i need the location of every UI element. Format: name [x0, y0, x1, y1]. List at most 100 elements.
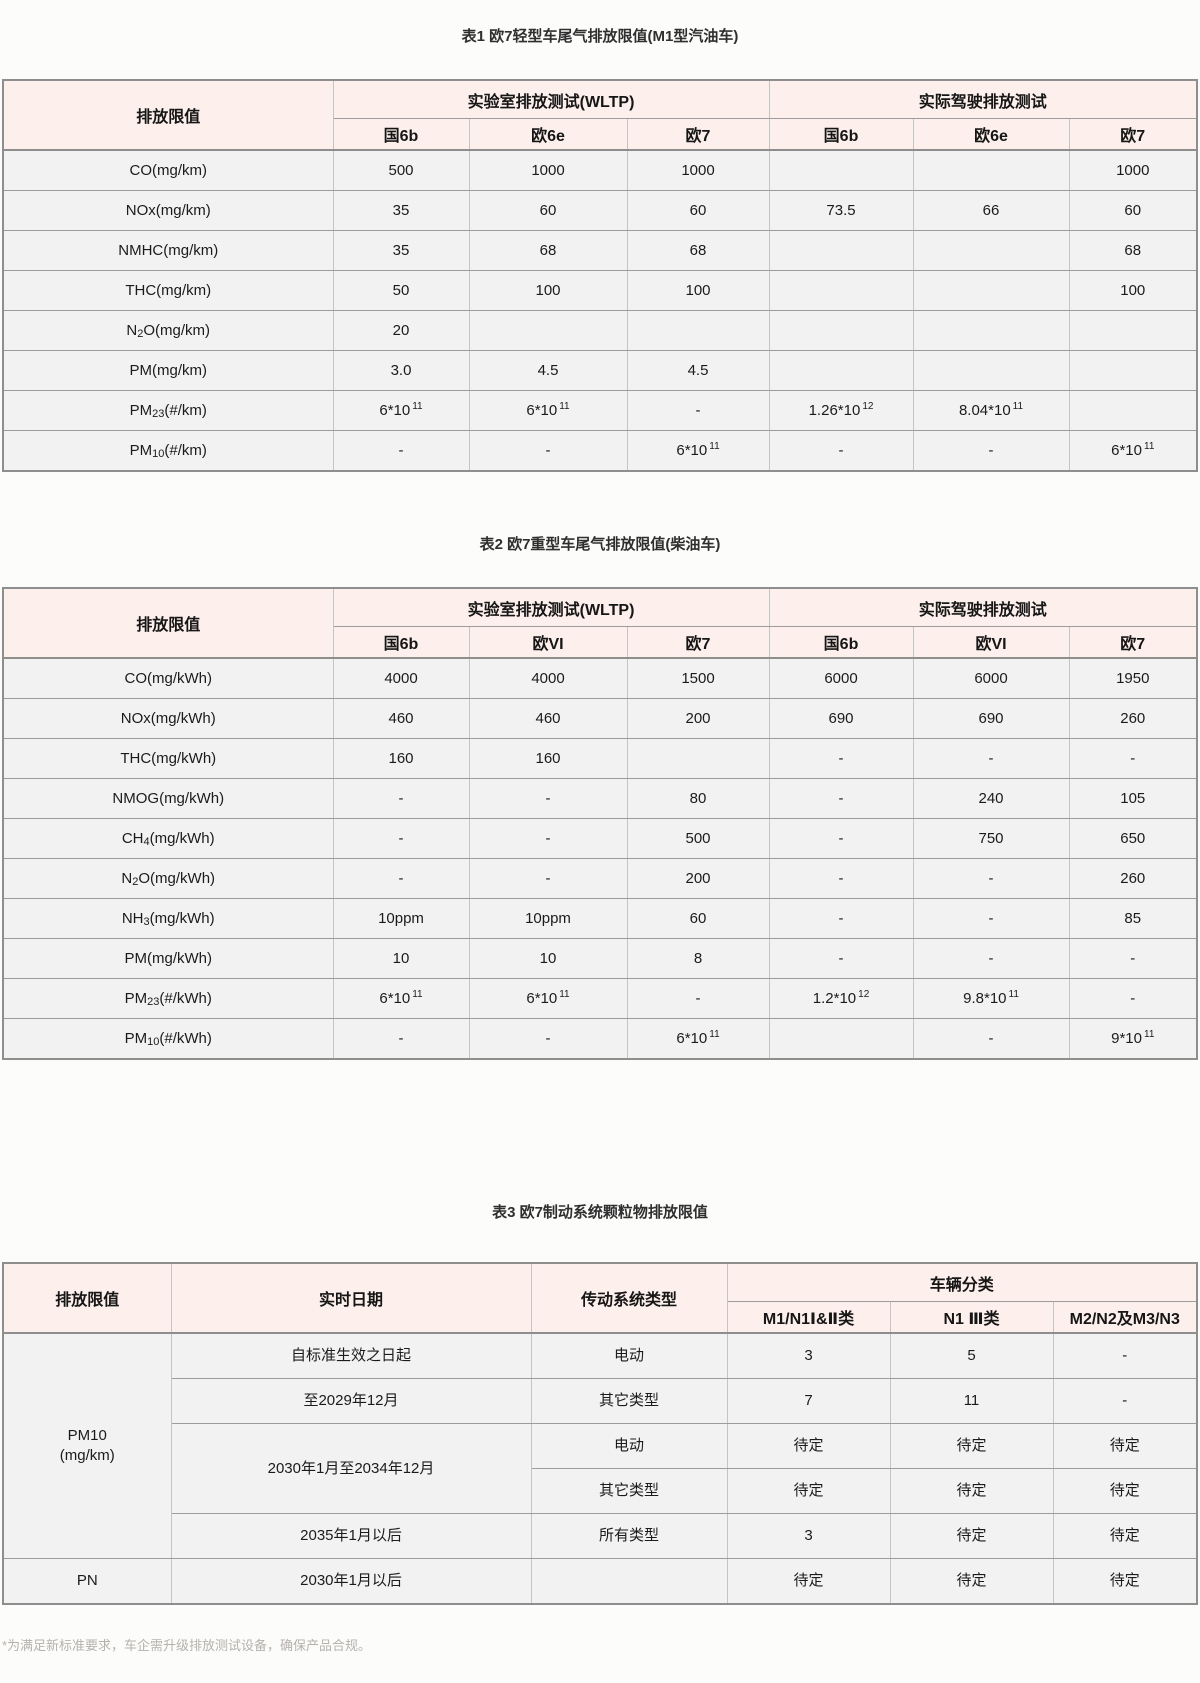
value-cell: 650	[1068, 818, 1198, 859]
value-cell: 待定	[889, 1558, 1054, 1605]
row-label: NMHC(mg/km)	[2, 230, 334, 271]
value-cell	[912, 270, 1070, 311]
value-cell: PN	[2, 1558, 172, 1605]
value-cell	[768, 230, 914, 271]
value-cell: 260	[1068, 858, 1198, 899]
row-label: PM23(#/kWh)	[2, 978, 334, 1019]
value-cell: 3	[726, 1332, 891, 1379]
row-label: PM10(#/km)	[2, 430, 334, 472]
table-row: NH3(mg/kWh) 10ppm 10ppm 60- -85	[2, 898, 1198, 939]
table-row: PN 2030年1月以后 待定 待定 待定	[2, 1558, 1198, 1605]
value-cell: 1950	[1068, 657, 1198, 699]
value-cell: 5	[889, 1332, 1054, 1379]
value-cell: 9*10 11	[1068, 1018, 1198, 1060]
value-cell: -	[912, 938, 1070, 979]
row-label: PM23(#/km)	[2, 390, 334, 431]
row-label: THC(mg/kWh)	[2, 738, 334, 779]
value-cell: -	[768, 738, 914, 779]
value-cell: 待定	[889, 1423, 1054, 1469]
value-cell	[912, 310, 1070, 351]
table-row: 至2029年12月 其它类型 7 11-	[3, 1378, 1198, 1424]
value-cell: 690	[768, 698, 914, 739]
column-header: 国6b	[332, 118, 470, 151]
table-header-row: 排放限值 实验室排放测试(WLTP) 实际驾驶排放测试	[2, 587, 1198, 659]
table-header-row: 排放限值 实时日期 传动系统类型 车辆分类	[2, 1262, 1198, 1334]
column-header: 欧7	[1068, 626, 1198, 659]
table1-light-vehicle-limits: 排放限值 实验室排放测试(WLTP) 实际驾驶排放测试 国6b 欧6e 欧7 国…	[2, 79, 1198, 472]
value-cell: 160	[468, 738, 628, 779]
drivetrain-header: 传动系统类型	[530, 1262, 728, 1334]
value-cell: 500	[626, 818, 770, 859]
value-cell	[768, 350, 914, 391]
column-header: M2/N2及M3/N3	[1052, 1301, 1198, 1334]
value-cell	[768, 270, 914, 311]
value-cell: -	[332, 778, 470, 819]
value-cell: -	[1052, 1332, 1198, 1379]
table-row: CH4(mg/kWh) - -500-750 650	[2, 818, 1198, 859]
value-cell: 待定	[889, 1468, 1054, 1514]
table2-header: 排放限值 实验室排放测试(WLTP) 实际驾驶排放测试 国6b 欧VI 欧7 国…	[2, 587, 1198, 659]
value-cell: 自标准生效之日起	[170, 1332, 532, 1379]
value-cell: 3.0	[332, 350, 470, 391]
value-cell: 200	[626, 698, 770, 739]
value-cell: 电动	[530, 1423, 728, 1469]
value-cell	[912, 230, 1070, 271]
corner-header: 排放限值	[2, 587, 334, 659]
table-subheader-row: M1/N1Ⅰ&Ⅱ类 N1 Ⅲ类 M2/N2及M3/N3	[3, 1301, 1198, 1334]
value-cell: PM10 (mg/km)	[2, 1332, 172, 1559]
row-label: N2O(mg/km)	[2, 310, 334, 351]
value-cell: -	[768, 898, 914, 939]
table-row: NMOG(mg/kWh) - -80-240 105	[2, 778, 1198, 819]
value-cell	[1068, 310, 1198, 351]
table2-heavy-vehicle-limits: 排放限值 实验室排放测试(WLTP) 实际驾驶排放测试 国6b 欧VI 欧7 国…	[2, 587, 1198, 1060]
value-cell: 50	[332, 270, 470, 311]
value-cell	[768, 1018, 914, 1060]
value-cell: -	[1068, 938, 1198, 979]
column-header: 欧VI	[468, 626, 628, 659]
value-cell: 10ppm	[332, 898, 470, 939]
value-cell: 6*10 11	[332, 390, 470, 431]
value-cell: 待定	[1052, 1423, 1198, 1469]
table-row: NOx(mg/km) 35 60 60 73.5 66 60	[2, 190, 1198, 231]
value-cell: 6000	[912, 657, 1070, 699]
value-cell: 10	[332, 938, 470, 979]
table-row: 2030年1月至2034年12月 电动 待定 待定 待定	[3, 1423, 1198, 1514]
table1-title: 表1 欧7轻型车尾气排放限值(M1型汽油车)	[461, 28, 739, 45]
row-label: PM10(#/kWh)	[2, 1018, 334, 1060]
value-cell: -	[912, 858, 1070, 899]
value-cell: 4000	[332, 657, 470, 699]
value-cell	[626, 738, 770, 779]
value-cell: 4.5	[626, 350, 770, 391]
value-cell: 待定	[1052, 1468, 1198, 1514]
value-cell: 68	[1068, 230, 1198, 271]
value-cell: 所有类型	[530, 1513, 728, 1559]
value-cell: 160	[332, 738, 470, 779]
value-cell: 35	[332, 190, 470, 231]
column-header: 国6b	[768, 118, 914, 151]
value-cell: 4000	[468, 657, 628, 699]
value-cell	[768, 149, 914, 191]
row-label: N2O(mg/kWh)	[2, 858, 334, 899]
value-cell	[626, 310, 770, 351]
row-label: PM(mg/kWh)	[2, 938, 334, 979]
value-cell: -	[1052, 1378, 1198, 1424]
column-header: 欧6e	[468, 118, 628, 151]
table-row: PM(mg/km) 3.0 4.5 4.5	[2, 350, 1198, 391]
table-subheader-row: 国6b 欧6e 欧7 国6b 欧6e 欧7	[3, 118, 1198, 151]
value-cell: -	[912, 1018, 1070, 1060]
value-cell: 60	[626, 190, 770, 231]
value-cell: 200	[626, 858, 770, 899]
value-cell: -	[468, 430, 628, 472]
table1-header: 排放限值 实验室排放测试(WLTP) 实际驾驶排放测试 国6b 欧6e 欧7 国…	[2, 79, 1198, 151]
value-cell: 460	[468, 698, 628, 739]
value-cell: 68	[468, 230, 628, 271]
corner-header: 排放限值	[2, 1262, 172, 1334]
column-header: 欧7	[1068, 118, 1198, 151]
value-cell: -	[332, 1018, 470, 1060]
row-label: PM(mg/km)	[2, 350, 334, 391]
table-row: CO(mg/kWh) 4000 4000 1500 6000 6000 1950	[2, 657, 1198, 699]
row-label: CO(mg/kWh)	[2, 657, 334, 699]
table-row: PM(mg/kWh) 10 10 8- - -	[2, 938, 1198, 979]
value-cell: 11	[889, 1378, 1054, 1424]
